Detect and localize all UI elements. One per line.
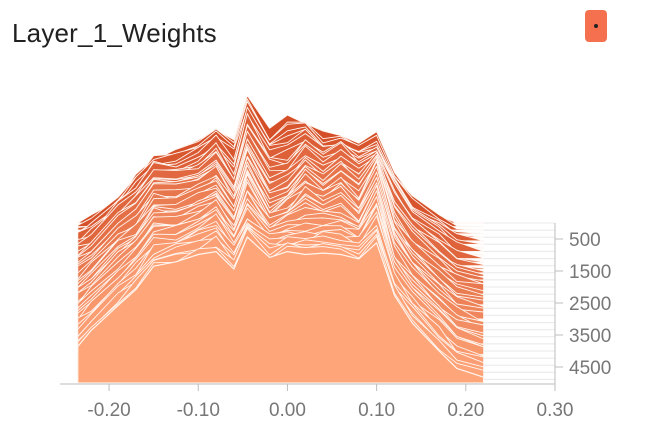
histogram-layer — [77, 236, 485, 384]
step-tick-label: 4500 — [569, 358, 611, 379]
step-tick-label: 2500 — [569, 294, 611, 315]
step-tick-label: 500 — [569, 230, 601, 251]
x-axis-ticks: -0.20 -0.10 0.00 0.10 0.20 0.30 — [87, 384, 573, 421]
x-tick-label: 0.30 — [537, 400, 574, 421]
more-icon — [594, 24, 598, 28]
x-tick-label: 0.10 — [358, 400, 395, 421]
chart-menu-button[interactable] — [585, 10, 607, 42]
chart-title: Layer_1_Weights — [12, 18, 217, 48]
x-tick-label: 0.20 — [447, 400, 484, 421]
x-tick-label: 0.00 — [269, 400, 306, 421]
x-tick-label: -0.20 — [87, 400, 130, 421]
histogram-layers — [77, 95, 485, 384]
x-tick-label: -0.10 — [177, 400, 220, 421]
step-tick-label: 1500 — [569, 262, 611, 283]
step-axis-ticks: 500 1500 2500 3500 4500 — [555, 230, 611, 379]
axis-lines — [60, 222, 556, 385]
step-tick-label: 3500 — [569, 326, 611, 347]
